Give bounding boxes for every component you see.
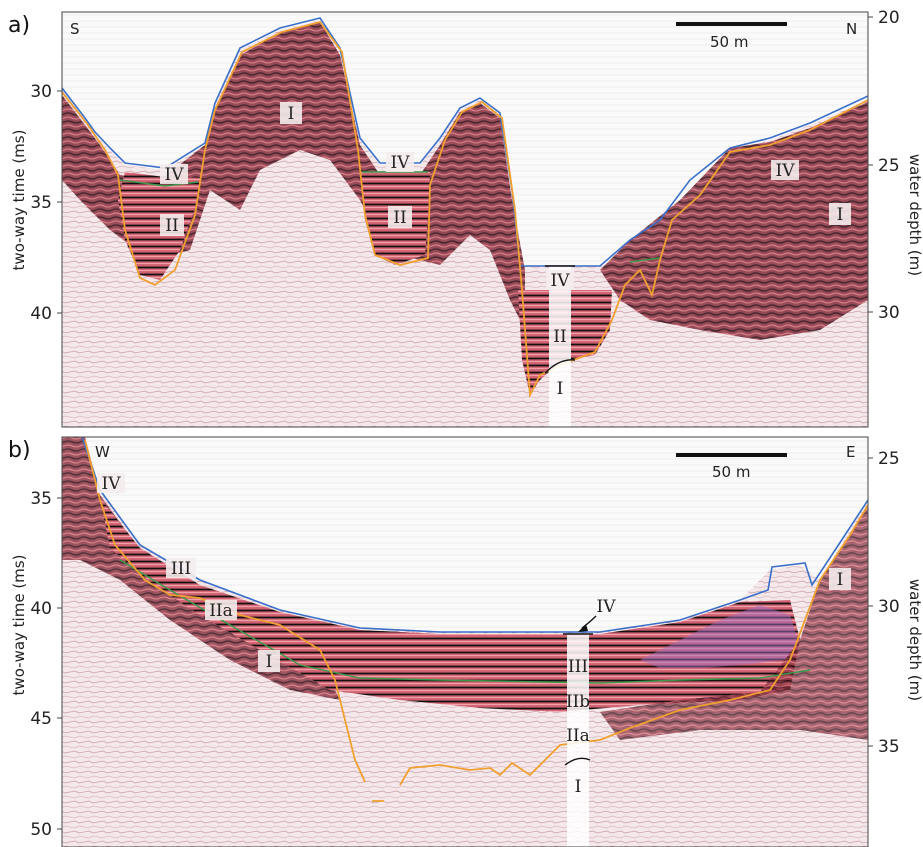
- panel-b-core-strip: [567, 634, 589, 847]
- panel-b-right-axis-title: water depth (m): [906, 579, 923, 701]
- panel-a: 50 m a) S N 30 35 40 two-way time (ms) 2…: [8, 8, 923, 428]
- panel-a-right-corner: N: [846, 20, 857, 38]
- panel-b-frame: [61, 436, 869, 847]
- panel-a-unit-label: I: [288, 104, 295, 124]
- panel-a-ytick-0: 30: [30, 82, 52, 102]
- panel-b-ytick-2: 45: [30, 709, 52, 729]
- panel-a-unit-boundary: [62, 20, 868, 399]
- panel-b-unit-label: IIa: [566, 726, 590, 746]
- panel-b-unit-label: I: [837, 570, 844, 590]
- panel-b-unit-boundary: [84, 439, 868, 802]
- panel-b-core-iv-label: IV: [597, 597, 617, 617]
- panel-b-reflective-east: [600, 505, 868, 740]
- panel-b-unit-label: I: [266, 652, 273, 672]
- panel-b-ytick-0: 35: [30, 489, 52, 509]
- panel-a-y-axis-title: two-way time (ms): [10, 130, 28, 271]
- panel-b-core-contact: [564, 757, 591, 766]
- panel-a-scale-label: 50 m: [710, 33, 748, 51]
- panel-a-label: a): [8, 13, 30, 38]
- panel-b-unit-label: IIa: [209, 601, 233, 621]
- panel-a-core-strip: [549, 266, 571, 427]
- panel-b-gas-patch: [640, 605, 798, 668]
- panel-a-unit-label: IV: [391, 153, 411, 173]
- panel-a-infill-1: [118, 172, 200, 280]
- panel-a-right-axis-title: water depth (m): [906, 154, 923, 276]
- panel-b-rtick-1: 30: [878, 597, 900, 617]
- panel-b-unit-label: III: [568, 657, 588, 677]
- panel-a-core-contact: [544, 359, 576, 374]
- panel-a-unit-label: I: [837, 205, 844, 225]
- panel-b-unit-label: III: [171, 559, 191, 579]
- panel-b-right-corner: E: [846, 443, 855, 461]
- panel-a-frame: [61, 11, 869, 428]
- panel-b-label: b): [8, 438, 31, 463]
- panel-b-ytick-3: 50: [30, 820, 52, 840]
- panel-b-y-axis-title: two-way time (ms): [10, 555, 28, 696]
- panel-a-left-corner: S: [70, 20, 80, 38]
- panel-b-rtick-0: 25: [878, 449, 900, 469]
- panel-a-right-axis: 20 25 30 water depth (m): [868, 8, 923, 323]
- panel-b-left-corner: W: [95, 443, 110, 461]
- panel-b: 50 m b) W E 35 40 45 50 two-way time (ms…: [8, 436, 923, 847]
- panel-a-unit-label: IV: [165, 165, 185, 185]
- panel-b-unit-label: IIb: [566, 692, 590, 712]
- panel-a-reflective-sediment-north: [600, 102, 868, 340]
- panel-b-green-horizon: [119, 559, 811, 684]
- panel-a-unit-label: I: [557, 379, 564, 399]
- panel-b-scale-label: 50 m: [712, 463, 750, 481]
- panel-b-unit-label: I: [575, 777, 582, 797]
- panel-a-unit-label: II: [393, 208, 406, 228]
- panel-a-unit-label: IV: [776, 161, 796, 181]
- panel-a-rtick-1: 25: [878, 156, 900, 176]
- panel-b-arrowhead-icon: [578, 624, 588, 632]
- panel-b-rtick-2: 35: [878, 737, 900, 757]
- panel-a-unit-label: II: [165, 216, 178, 236]
- panel-a-seafloor: [62, 17, 868, 267]
- panel-b-unit-labels: IV III IIa I IV III IIb IIa I I: [97, 473, 851, 797]
- panel-b-right-axis: 25 30 35 water depth (m): [868, 449, 923, 757]
- panel-a-unit-label: IV: [551, 271, 571, 291]
- panel-b-left-axis: 35 40 45 50 two-way time (ms): [10, 489, 62, 840]
- panel-a-rtick-2: 30: [878, 303, 900, 323]
- panel-a-rtick-0: 20: [878, 8, 900, 28]
- panel-a-unit-label: II: [553, 327, 566, 347]
- panel-a-ytick-2: 40: [30, 304, 52, 324]
- panel-b-ytick-1: 40: [30, 599, 52, 619]
- panel-a-left-axis: 30 35 40 two-way time (ms): [10, 82, 62, 324]
- panel-a-unit-labels: I II IV IV II IV IV II I I: [160, 102, 851, 399]
- panel-b-unit-label: IV: [102, 474, 122, 494]
- panel-a-ytick-1: 35: [30, 193, 52, 213]
